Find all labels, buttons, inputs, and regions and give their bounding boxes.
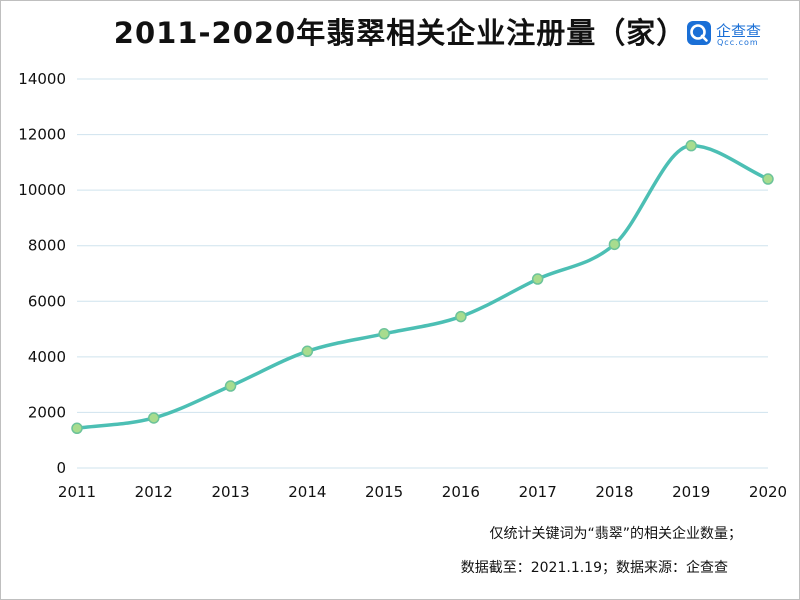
y-tick-label: 6000 [28, 292, 66, 310]
data-point [531, 273, 544, 285]
logo-subtext: Qcc.com [717, 38, 759, 47]
data-point [71, 422, 83, 435]
x-tick-label: 2013 [211, 483, 249, 501]
series-line-layer [75, 143, 770, 431]
x-tick-label: 2015 [365, 483, 403, 501]
y-axis-ticks: 0 2000 4000 6000 8000 10000 12000 14000 [18, 70, 66, 477]
x-tick-label: 2019 [672, 483, 710, 501]
series-points [71, 139, 774, 435]
data-point [455, 310, 467, 323]
y-tick-label: 10000 [18, 181, 66, 199]
x-tick-label: 2012 [135, 483, 173, 501]
grid-lines [77, 78, 768, 469]
y-tick-label: 8000 [28, 237, 66, 255]
x-tick-label: 2011 [58, 483, 96, 501]
data-point [762, 173, 774, 185]
y-tick-label: 2000 [28, 403, 66, 421]
data-point [301, 345, 314, 358]
y-tick-label: 14000 [18, 70, 66, 88]
data-point [378, 328, 390, 340]
x-tick-label: 2016 [442, 483, 480, 501]
logo-name: 企查查 [716, 22, 762, 40]
x-tick-label: 2017 [519, 483, 557, 501]
chart-title: 2011-2020年翡翠相关企业注册量（家） [113, 16, 687, 50]
y-tick-label: 4000 [28, 348, 66, 366]
data-point [224, 380, 237, 392]
qcc-logo: 企查查 Qcc.com [686, 18, 766, 50]
y-tick-label: 12000 [18, 126, 66, 144]
x-tick-label: 2014 [288, 483, 326, 501]
data-point [148, 412, 160, 424]
data-point [608, 238, 621, 251]
footnote-scope: 仅统计关键词为“翡翠”的相关企业数量； [489, 526, 742, 542]
x-tick-label: 2020 [749, 483, 787, 501]
x-axis-ticks: 2011 2012 2013 2014 2015 2016 2017 2018 2019 2020 [58, 483, 787, 501]
y-tick-label: 0 [56, 459, 66, 477]
x-tick-label: 2018 [595, 483, 633, 501]
footnote-source: 数据截至：2021.1.19；数据来源：企查查 [460, 560, 728, 576]
series-line [75, 143, 770, 431]
data-point [685, 139, 697, 152]
qcc-logo-icon [687, 21, 711, 45]
